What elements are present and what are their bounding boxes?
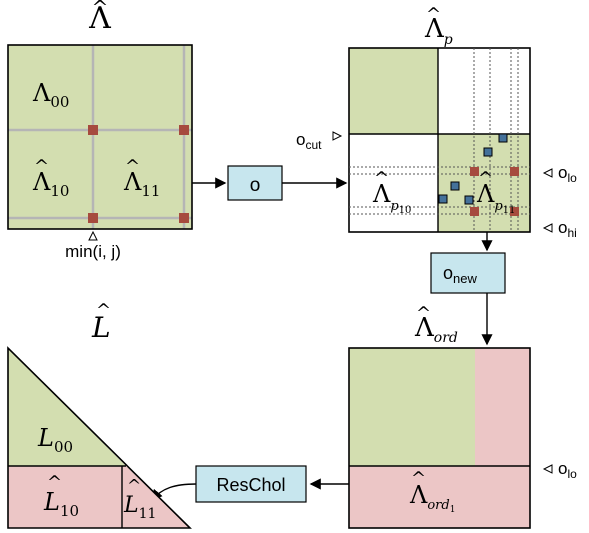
- ordered-pink-right: [475, 348, 530, 466]
- ordered-pink-bottom: [349, 466, 530, 528]
- reschol-box-rect: [195, 465, 307, 503]
- blue-marker: [438, 194, 448, 204]
- red-marker: [88, 125, 98, 135]
- top-left-title-hat: ^: [92, 0, 109, 19]
- blue-marker: [498, 133, 508, 143]
- olo-label: olo: [558, 163, 577, 185]
- hat-p10: ^: [374, 168, 389, 189]
- onew-box-rect: [430, 252, 506, 294]
- olo-triangle: [542, 168, 553, 178]
- red-marker: [179, 125, 189, 135]
- bottom-left-triangle: L ^ L00 L10 ^ L11 ^: [7, 300, 192, 529]
- top-left-title: Λ: [88, 1, 111, 36]
- reschol-box: ResChol: [195, 465, 307, 503]
- top-right-border: [348, 47, 531, 233]
- l10-region: [8, 466, 122, 528]
- o-box-label: o: [250, 175, 261, 196]
- bottom-left-hat: ^: [96, 300, 111, 321]
- red-marker: [510, 167, 519, 176]
- hat-p11: ^: [478, 168, 493, 189]
- red-marker: [470, 167, 479, 176]
- onew-box: onew: [430, 252, 506, 294]
- top-right-matrix: Λp ^ Λp10 ^ Λp11 ^ ocut olo: [296, 4, 577, 240]
- olo-triangle-bottom: [542, 464, 553, 474]
- red-marker: [470, 207, 479, 216]
- l11-region: [122, 466, 190, 528]
- olo-label-bottom: olo: [558, 459, 577, 481]
- ohi-triangle: [542, 223, 553, 233]
- top-left-title-text: Λ: [88, 1, 111, 36]
- min-label: min(i, j): [65, 242, 121, 261]
- ocut-triangle: [332, 131, 343, 141]
- ocut-label: ocut: [296, 130, 322, 152]
- top-left-fill: [8, 45, 192, 229]
- ordered-green-block: [349, 348, 475, 466]
- top-left-border: [7, 44, 193, 230]
- bottom-right-matrix: Λord ^ Λord1 ^ olo: [348, 303, 577, 529]
- bottom-right-hat: ^: [416, 303, 431, 324]
- hat-11: ^: [125, 156, 140, 177]
- triangle-marker: [88, 230, 98, 241]
- blue-marker: [483, 147, 493, 157]
- red-marker: [88, 213, 98, 223]
- o-box-rect: [227, 165, 283, 201]
- upper-left-block: [349, 48, 438, 134]
- reschol-box-label: ResChol: [216, 475, 285, 495]
- hat-l11: ^: [127, 476, 141, 496]
- bottom-left-title: L: [91, 311, 111, 344]
- triangle-border: [7, 346, 192, 529]
- top-right-hat: ^: [426, 4, 441, 25]
- hat-ord1: ^: [411, 468, 426, 489]
- hat-l10: ^: [47, 472, 62, 493]
- blue-marker: [464, 195, 474, 205]
- blue-marker: [450, 181, 460, 191]
- top-left-matrix: Λ ^ Λ00 Λ10 ^ Λ11 ^ min(i, j): [7, 0, 193, 261]
- red-marker: [510, 207, 519, 216]
- hat-10: ^: [34, 156, 49, 177]
- bottom-right-border: [348, 347, 531, 529]
- ohi-label: ohi: [558, 218, 577, 240]
- o-box: o: [227, 165, 283, 201]
- red-marker: [179, 213, 189, 223]
